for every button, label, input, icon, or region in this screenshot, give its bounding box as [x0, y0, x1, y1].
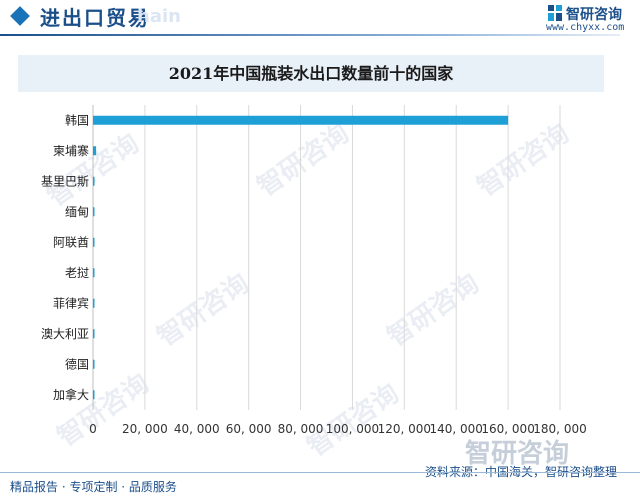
bar [93, 237, 95, 247]
bar [93, 146, 97, 156]
category-label: 德国 [65, 356, 89, 371]
category-label: 韩国 [65, 112, 89, 127]
section-title: 进出口贸易 [40, 6, 150, 30]
category-label: 缅甸 [65, 205, 89, 219]
x-tick-label: 100, 000 [326, 422, 379, 436]
bar-chart: 0 20, 000 40, 000 60, 000 80, 000 100, 000120… [41, 105, 587, 436]
x-tick-label: 160, 000 [481, 422, 534, 436]
bar [93, 359, 95, 369]
footer-divider [0, 472, 640, 473]
category-label: 阿联酋 [53, 234, 89, 249]
x-tick-label: 180, 000 [533, 422, 586, 436]
category-label: 基里巴斯 [41, 174, 89, 188]
header-divider [0, 34, 620, 36]
diamond-icon [10, 6, 30, 26]
x-tick-label: 140, 000 [430, 422, 483, 436]
page-header: 进出口贸易 hain [0, 0, 640, 40]
site-url: www.chyxx.com [546, 22, 625, 33]
bar [93, 329, 95, 339]
footer-watermark-text: 智研咨询 [465, 439, 570, 469]
bar [93, 176, 95, 186]
chart-title-band: 2021年中国瓶装水出口数量前十的国家 [18, 55, 604, 92]
chart-title: 2021年中国瓶装水出口数量前十的国家 [168, 64, 454, 83]
x-tick-label: 80, 000 [278, 422, 324, 436]
bar [93, 268, 95, 278]
bar [93, 207, 95, 217]
category-label: 澳大利亚 [41, 327, 89, 341]
x-tick-label: 60, 000 [226, 422, 272, 436]
x-tick-label: 0 [89, 422, 97, 436]
bar [93, 390, 95, 400]
category-label: 加拿大 [53, 387, 89, 402]
footer-slogan: 精品报告 · 专项定制 · 品质服务 [10, 480, 177, 494]
category-label: 菲律宾 [53, 295, 89, 310]
header-ghost-text: hain [137, 6, 181, 27]
category-label: 柬埔寨 [53, 143, 89, 158]
logo-icon [548, 5, 562, 21]
x-tick-label: 120, 000 [378, 422, 431, 436]
bar [93, 115, 509, 125]
x-tick-label: 40, 000 [174, 422, 220, 436]
x-tick-label: 20, 000 [122, 422, 168, 436]
category-label: 老挝 [65, 266, 89, 280]
logo-text: 智研咨询 [566, 7, 622, 23]
bar [93, 298, 95, 308]
